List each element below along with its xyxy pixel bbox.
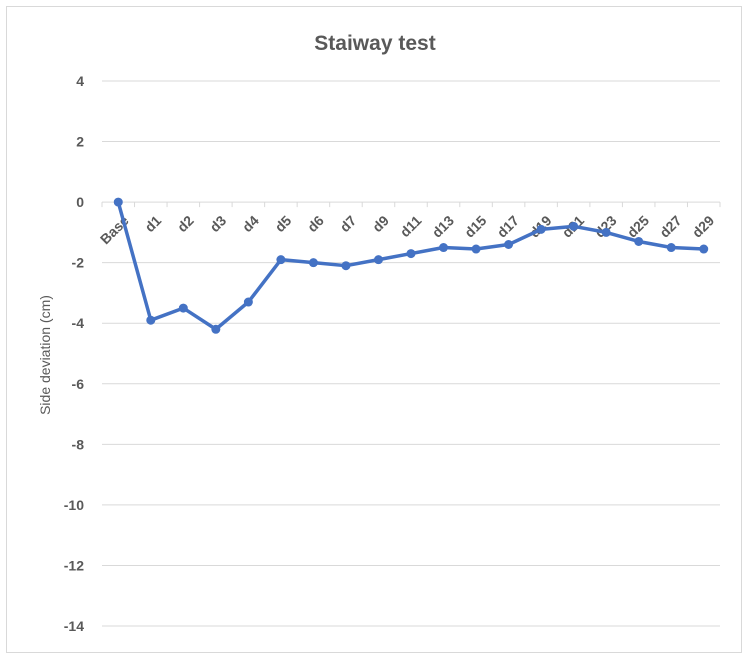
data-point [178, 303, 188, 313]
data-point [699, 244, 709, 254]
y-tick-label: -14 [64, 618, 84, 634]
y-tick-label: -4 [72, 315, 85, 331]
data-point [373, 255, 383, 265]
data-point [341, 261, 351, 271]
data-point [439, 243, 449, 253]
data-point [666, 243, 676, 253]
y-axis-label: Side deviation (cm) [37, 295, 53, 415]
y-tick-label: -8 [72, 436, 85, 452]
data-point [569, 221, 579, 231]
data-point [308, 258, 318, 268]
y-tick-label: -12 [64, 557, 84, 573]
data-point [146, 315, 156, 325]
data-point [471, 244, 481, 254]
data-point [536, 224, 546, 234]
data-point [504, 240, 514, 249]
data-point [243, 297, 253, 307]
y-tick-label: 0 [76, 194, 84, 210]
data-point [406, 249, 416, 259]
y-tick-label: 4 [76, 73, 84, 89]
data-point [601, 227, 611, 237]
y-tick-label: -2 [72, 255, 85, 271]
data-point [634, 236, 644, 246]
chart-border [6, 6, 742, 653]
data-point [276, 255, 286, 265]
data-point [113, 197, 123, 207]
chart-title: Staiway test [314, 32, 435, 55]
y-tick-label: 2 [76, 134, 84, 150]
data-point [211, 324, 221, 334]
y-tick-label: -10 [64, 497, 84, 513]
y-tick-label: -6 [72, 376, 85, 392]
